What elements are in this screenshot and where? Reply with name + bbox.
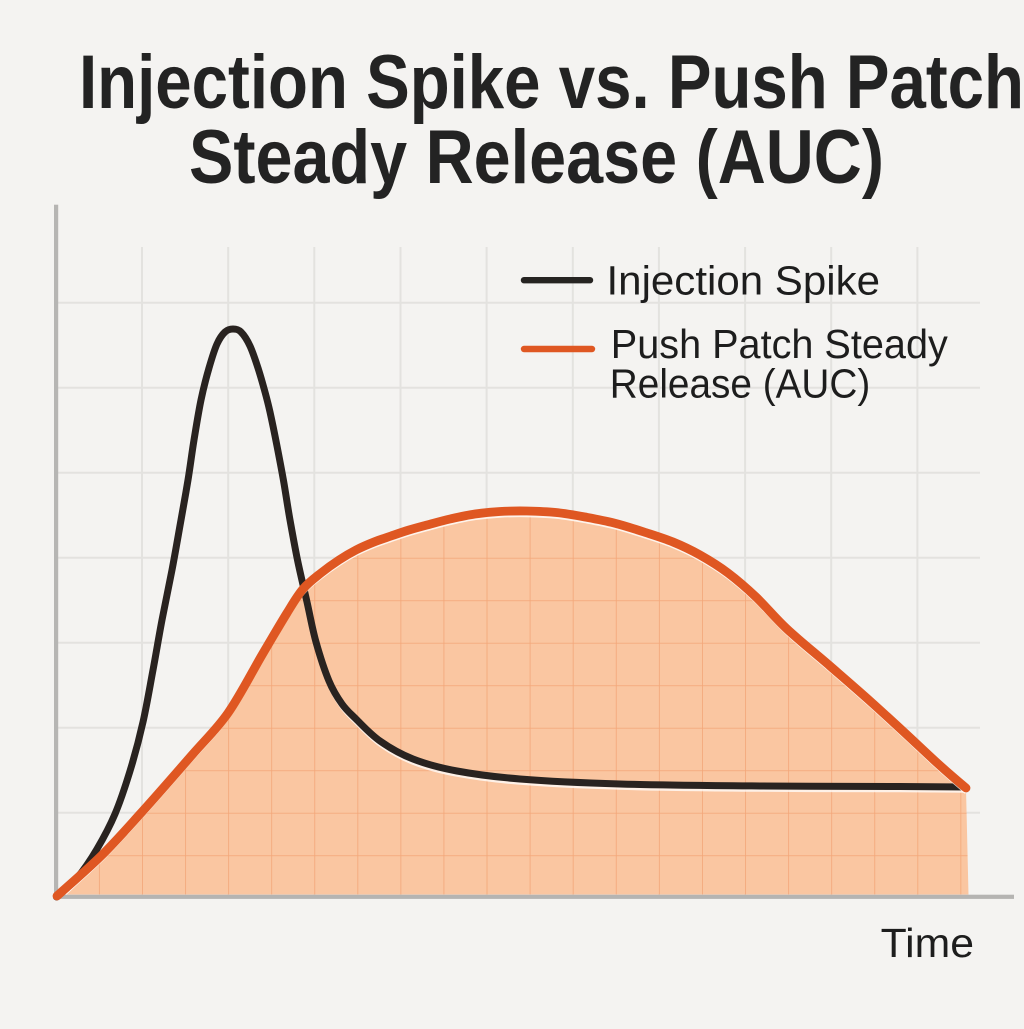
svg-text:Push Patch Steady: Push Patch Steady xyxy=(611,321,948,367)
svg-text:Release (AUC): Release (AUC) xyxy=(610,360,871,406)
svg-text:Injection Spike vs. Push Patch: Injection Spike vs. Push Patch xyxy=(79,40,1024,125)
svg-text:Steady Release (AUC): Steady Release (AUC) xyxy=(189,115,884,200)
svg-text:Time: Time xyxy=(881,920,974,966)
svg-text:Injection Spike: Injection Spike xyxy=(607,258,881,304)
